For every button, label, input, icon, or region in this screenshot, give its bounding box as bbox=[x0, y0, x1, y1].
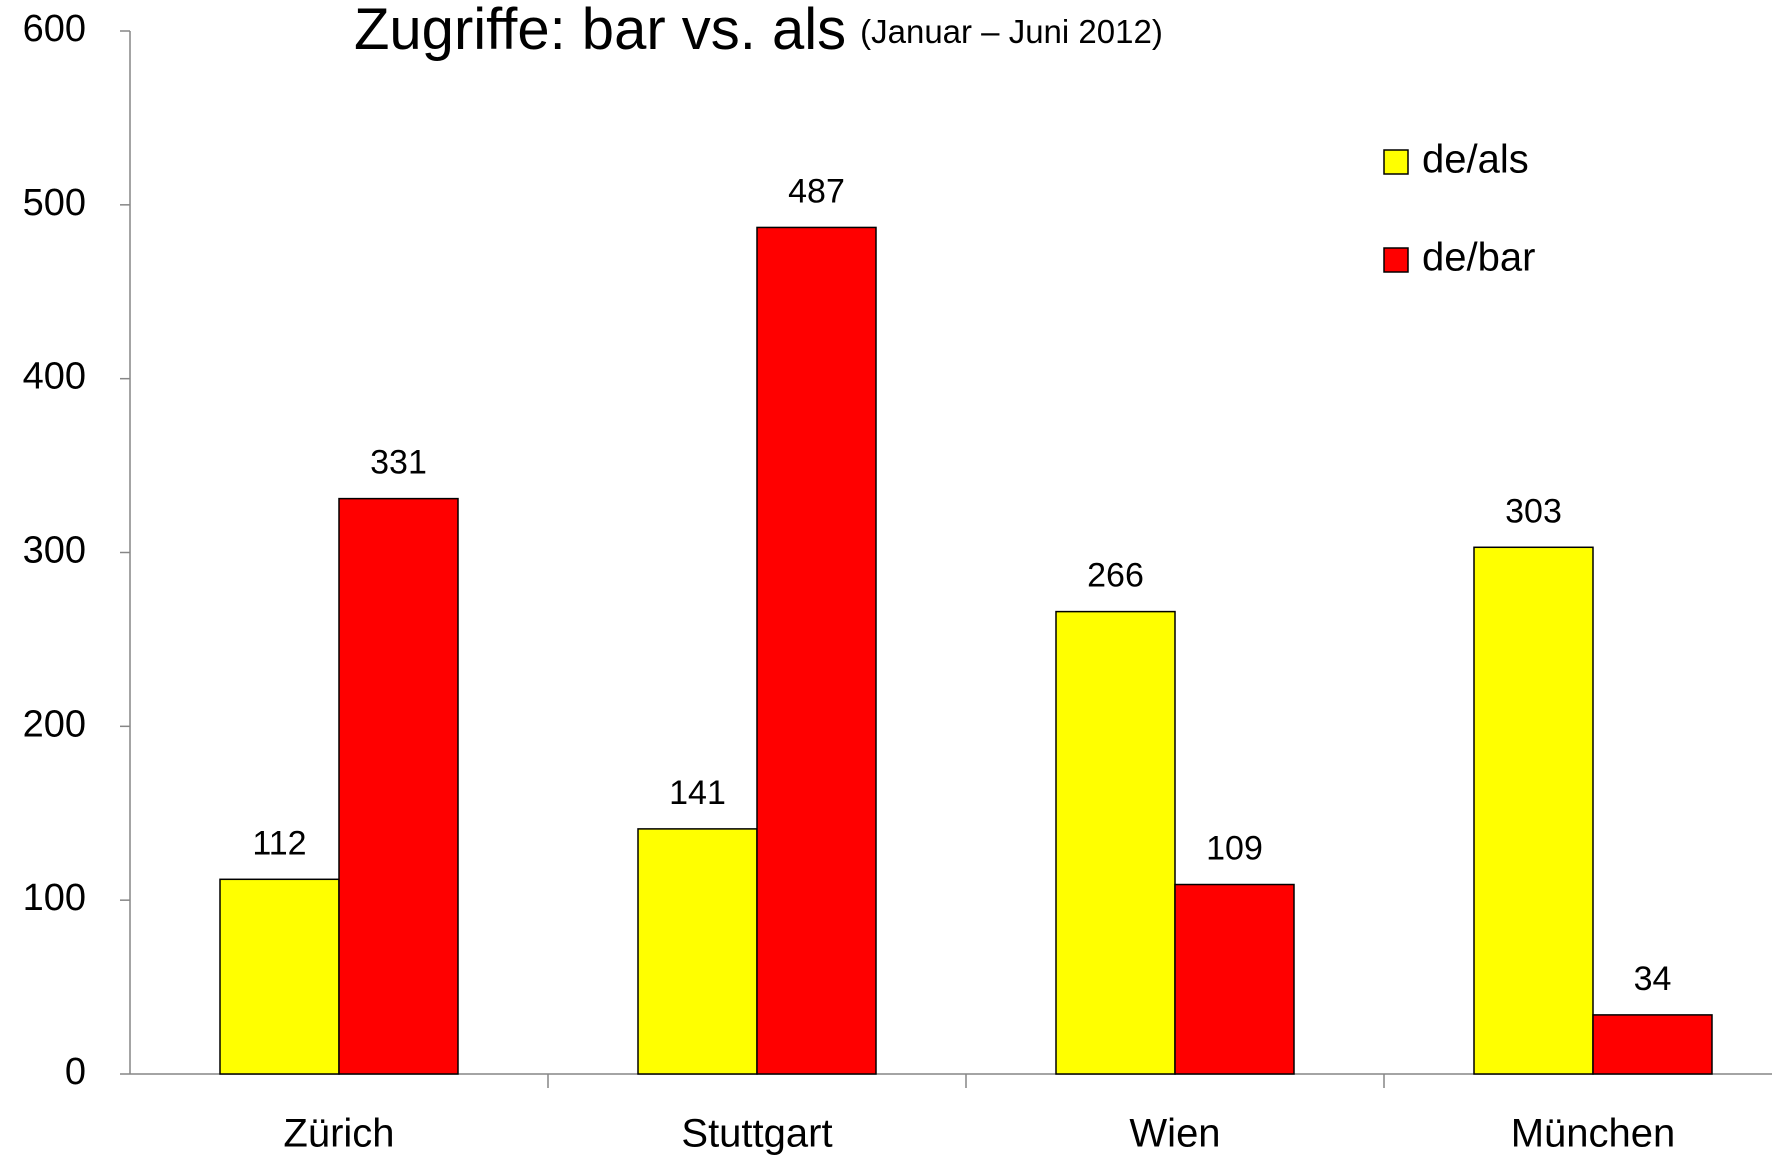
y-tick-label: 300 bbox=[23, 530, 86, 572]
y-tick-label: 200 bbox=[23, 703, 86, 745]
x-tick-label: Zürich bbox=[283, 1112, 394, 1156]
bar bbox=[1473, 546, 1594, 1075]
chart-title: Zugriffe: bar vs. als (Januar – Juni 2012… bbox=[354, 0, 1163, 62]
subtitle: (Januar – Juni 2012) bbox=[860, 13, 1163, 50]
legend-swatch bbox=[1383, 247, 1409, 273]
x-tick-label: Wien bbox=[1129, 1112, 1220, 1156]
bar bbox=[338, 497, 459, 1075]
bar bbox=[637, 828, 758, 1075]
bar bbox=[1592, 1014, 1713, 1075]
legend-label: de/als bbox=[1422, 138, 1529, 182]
y-tick-label: 500 bbox=[23, 182, 86, 224]
legend-swatch bbox=[1383, 149, 1409, 175]
data-label: 109 bbox=[1206, 830, 1263, 868]
title-text: Zugriffe: bar vs. als bbox=[354, 0, 846, 62]
data-label: 331 bbox=[370, 444, 427, 482]
x-tick-label: München bbox=[1511, 1112, 1676, 1156]
x-tick-label: Stuttgart bbox=[681, 1112, 832, 1156]
y-tick-label: 600 bbox=[23, 8, 86, 50]
data-label: 34 bbox=[1634, 960, 1672, 998]
bar bbox=[756, 226, 877, 1075]
legend-label: de/bar bbox=[1422, 236, 1535, 280]
y-tick-label: 100 bbox=[23, 877, 86, 919]
bar bbox=[1174, 883, 1295, 1075]
data-label: 487 bbox=[788, 172, 845, 210]
bar bbox=[1055, 610, 1176, 1075]
data-label: 266 bbox=[1087, 557, 1144, 595]
bar bbox=[219, 878, 340, 1075]
y-tick-label: 0 bbox=[65, 1051, 86, 1093]
data-label: 141 bbox=[669, 774, 726, 812]
y-tick-label: 400 bbox=[23, 356, 86, 398]
data-label: 112 bbox=[252, 824, 306, 862]
data-label: 303 bbox=[1505, 492, 1562, 530]
